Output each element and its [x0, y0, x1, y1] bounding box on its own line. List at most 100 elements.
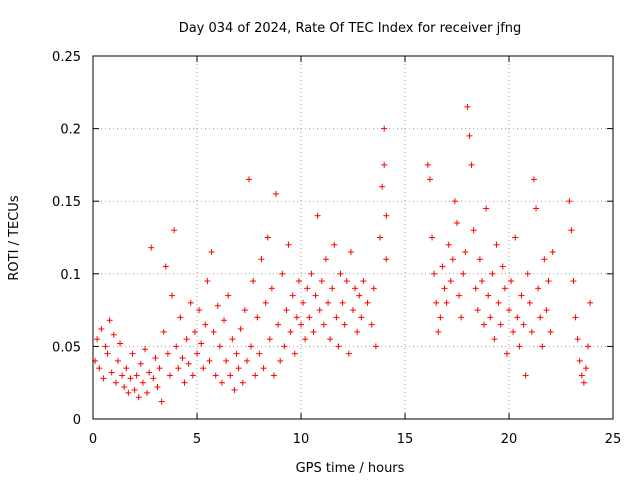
data-point: [585, 343, 592, 350]
data-point: [533, 205, 540, 212]
x-tick-label: 20: [501, 432, 518, 447]
data-point: [493, 241, 500, 248]
data-point: [117, 340, 124, 347]
chart-title: Day 034 of 2024, Rate Of TEC Index for r…: [179, 21, 522, 36]
data-point: [304, 285, 311, 292]
data-point: [260, 365, 267, 372]
data-point: [262, 299, 269, 306]
data-point: [183, 336, 190, 343]
data-point: [549, 249, 556, 256]
x-axis-label: GPS time / hours: [296, 461, 405, 476]
data-point: [110, 331, 117, 338]
data-point: [358, 314, 365, 321]
data-point: [125, 389, 132, 396]
data-point: [283, 307, 290, 314]
data-point: [227, 372, 234, 379]
data-point: [102, 343, 109, 350]
x-tick-label: 5: [193, 432, 201, 447]
data-point: [308, 270, 315, 277]
data-point: [528, 328, 535, 335]
data-point: [454, 219, 460, 226]
data-point: [273, 190, 280, 197]
data-point: [570, 278, 577, 285]
data-point: [530, 176, 537, 183]
data-point: [239, 379, 246, 386]
data-point: [383, 256, 390, 263]
data-point: [537, 314, 544, 321]
data-point: [503, 350, 510, 357]
data-point: [464, 103, 471, 110]
data-point: [229, 336, 236, 343]
data-point: [429, 234, 436, 241]
data-point: [318, 278, 325, 285]
y-tick-label: 0.15: [52, 195, 81, 210]
data-point: [285, 241, 292, 248]
axis-ticks: 0 5 10 15 20 25 0 0.05 0.1 0.15 0.2 0.25: [52, 50, 621, 447]
data-point: [127, 375, 134, 382]
data-point: [129, 350, 136, 357]
data-point: [364, 299, 371, 306]
data-point: [142, 346, 148, 353]
data-point: [572, 314, 579, 321]
data-point: [582, 365, 589, 372]
data-point: [316, 307, 323, 314]
data-point: [254, 314, 261, 321]
data-point: [277, 357, 284, 364]
data-point: [94, 336, 101, 343]
data-point: [258, 256, 265, 263]
data-point: [177, 314, 184, 321]
data-point: [119, 372, 126, 379]
data-point: [518, 292, 525, 299]
data-point: [360, 278, 367, 285]
data-point: [352, 285, 359, 292]
data-point: [314, 212, 321, 219]
data-point: [379, 183, 386, 190]
data-point: [331, 241, 338, 248]
y-tick-label: 0.05: [52, 340, 81, 355]
data-point: [96, 365, 103, 372]
x-tick-label: 15: [397, 432, 414, 447]
data-point: [377, 234, 384, 241]
data-point: [275, 321, 282, 328]
data-point: [291, 350, 298, 357]
data-point: [135, 394, 142, 401]
data-point: [478, 278, 485, 285]
data-point: [146, 369, 153, 376]
data-point: [200, 365, 207, 372]
data-point: [437, 314, 444, 321]
data-point: [501, 285, 508, 292]
data-point: [248, 343, 255, 350]
data-point: [312, 292, 319, 299]
data-point: [322, 256, 329, 263]
data-point: [289, 292, 296, 299]
data-point: [266, 336, 273, 343]
data-point: [485, 292, 492, 299]
data-point: [114, 357, 121, 364]
data-point: [526, 299, 533, 306]
data-point: [327, 336, 334, 343]
data-point: [539, 343, 546, 350]
data-point: [447, 278, 454, 285]
data-point: [152, 355, 159, 362]
data-point: [445, 241, 452, 248]
data-point: [495, 299, 502, 306]
data-point: [339, 299, 346, 306]
data-point: [150, 375, 157, 382]
data-point: [347, 249, 354, 256]
data-point: [472, 285, 479, 292]
data-point: [489, 270, 496, 277]
data-point: [460, 270, 467, 277]
data-point: [522, 372, 529, 379]
data-point: [543, 307, 550, 314]
data-point: [164, 350, 171, 357]
data-point: [162, 263, 169, 270]
data-point: [441, 285, 448, 292]
y-tick-label: 0.2: [60, 123, 81, 138]
data-point: [246, 176, 252, 183]
data-point: [426, 176, 433, 183]
data-point: [98, 325, 105, 332]
data-point: [221, 317, 228, 324]
data-point: [383, 212, 390, 219]
data-point: [487, 314, 494, 321]
data-points: [92, 103, 594, 405]
